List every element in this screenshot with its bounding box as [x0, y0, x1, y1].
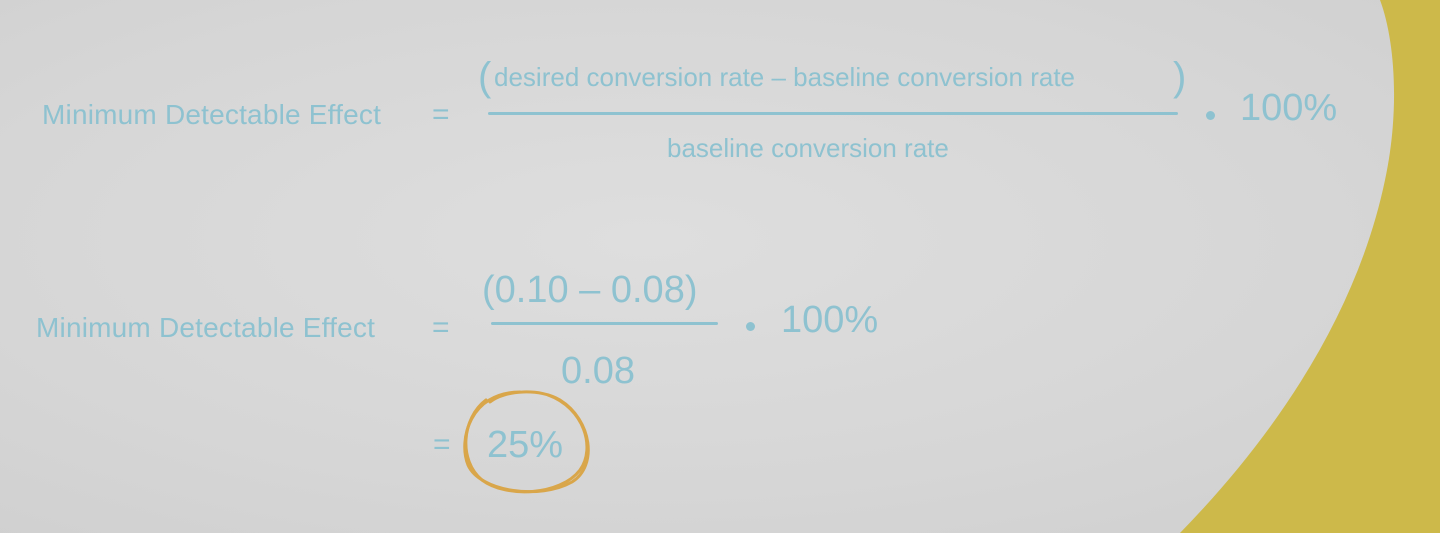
- numerator-paren-open: (: [478, 55, 492, 99]
- result-value: 25%: [487, 424, 564, 466]
- equals-sign-result: =: [433, 428, 451, 461]
- denominator-general: baseline conversion rate: [667, 133, 949, 163]
- fraction-bar-general: [488, 112, 1178, 115]
- multiplier-example: 100%: [781, 299, 879, 341]
- numerator-general: desired conversion rate – baseline conve…: [494, 62, 1076, 92]
- numerator-example: (0.10 – 0.08): [482, 269, 698, 311]
- fraction-bar-example: [491, 322, 718, 325]
- multiply-dot-general: [1206, 111, 1215, 120]
- equals-sign-example: =: [432, 311, 450, 344]
- numerator-paren-close: ): [1173, 55, 1187, 99]
- multiplier-general: 100%: [1240, 87, 1338, 129]
- multiply-dot-example: [746, 322, 755, 331]
- mde-label-example: Minimum Detectable Effect: [36, 312, 376, 343]
- equals-sign-general: =: [432, 98, 450, 131]
- denominator-example: 0.08: [561, 350, 635, 392]
- mde-label-general: Minimum Detectable Effect: [42, 99, 382, 130]
